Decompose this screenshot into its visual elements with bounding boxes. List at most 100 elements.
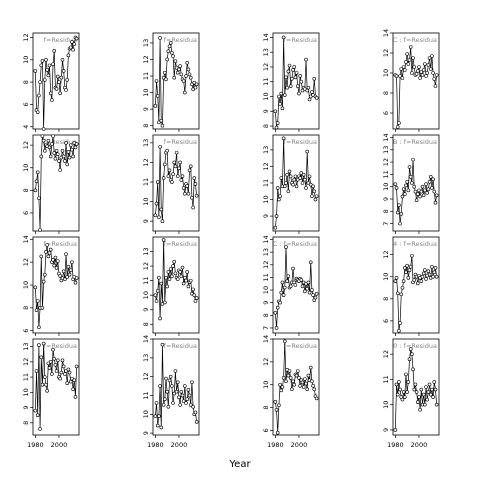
data-point (277, 94, 281, 99)
y-tick-label: 12 (142, 262, 150, 270)
data-point (167, 44, 172, 49)
data-point (282, 285, 287, 290)
data-point (275, 305, 280, 310)
data-point (399, 292, 404, 297)
data-point (432, 380, 437, 384)
data-point (293, 283, 298, 287)
data-point (406, 380, 411, 384)
y-tick-label: 13 (142, 39, 150, 47)
data-point (300, 380, 305, 385)
data-point (424, 74, 428, 78)
data-point (161, 238, 166, 242)
data-point (425, 191, 430, 195)
data-point (278, 102, 282, 106)
data-point (287, 169, 292, 174)
data-point (39, 63, 44, 68)
data-point (293, 174, 298, 179)
y-tick-label: 14 (22, 235, 30, 243)
y-tick-label: 9 (262, 109, 270, 113)
y-tick-label: 12 (382, 158, 390, 166)
data-point (432, 270, 437, 275)
data-point (161, 75, 166, 80)
data-point (275, 430, 280, 435)
data-point (33, 69, 38, 73)
data-point (42, 272, 47, 277)
data-point (167, 277, 172, 281)
data-point (410, 181, 414, 185)
y-tick-label: 10 (22, 164, 30, 172)
data-point (410, 253, 414, 258)
data-point (65, 78, 70, 82)
panel-label: f=Residua (164, 36, 197, 44)
data-point (418, 407, 422, 412)
data-point (399, 67, 404, 71)
data-point (38, 228, 42, 232)
data-point (273, 310, 278, 315)
data-point (74, 36, 79, 41)
data-point (158, 384, 162, 388)
data-point (51, 258, 55, 262)
data-point (194, 82, 199, 87)
data-point (193, 182, 198, 186)
data-point (170, 51, 174, 55)
data-point (394, 276, 399, 280)
data-point (427, 179, 432, 184)
data-point (433, 266, 438, 270)
data-point (157, 215, 161, 220)
y-tick-label: 11 (382, 375, 390, 383)
panel-10: 8 9 10 11 12 13 f=Residua (142, 236, 200, 336)
y-tick-label: 13 (22, 342, 30, 350)
panel-label: C : f=Residua (273, 240, 317, 248)
y-tick-label: 7 (262, 326, 270, 330)
panel-12: 6 8 10 124 : f=Residua (382, 236, 440, 336)
data-point (286, 274, 291, 278)
data-point (280, 280, 285, 285)
y-tick-label: 9 (262, 214, 270, 218)
data-point (180, 393, 185, 398)
data-point (430, 186, 434, 190)
data-point (71, 154, 75, 159)
data-point (407, 268, 412, 272)
y-tick-label: 13 (142, 247, 150, 255)
y-tick-label: 10 (262, 92, 270, 100)
data-point (430, 54, 434, 58)
data-point (273, 109, 278, 114)
data-point (407, 165, 412, 169)
data-point (277, 197, 281, 202)
data-point (402, 395, 407, 399)
data-point (407, 58, 412, 62)
data-point (310, 194, 314, 199)
y-tick-label: 13 (142, 139, 150, 147)
data-point (417, 395, 421, 399)
data-point (402, 192, 407, 196)
data-point (52, 151, 57, 155)
data-point (185, 60, 190, 65)
data-point (306, 181, 311, 185)
data-point (397, 121, 401, 125)
data-point (35, 299, 40, 303)
panel-frame (152, 134, 200, 232)
data-point (423, 188, 427, 193)
data-point (398, 74, 402, 78)
series-line (155, 37, 197, 126)
x-tick-label: 1980 (27, 441, 44, 449)
data-point (408, 175, 413, 179)
data-point (50, 142, 54, 146)
data-point (66, 367, 71, 372)
data-point (419, 189, 424, 194)
data-point (72, 42, 77, 46)
data-point (415, 281, 420, 286)
data-point (414, 72, 419, 76)
y-tick-label: 6 (262, 428, 270, 432)
panel-frame (32, 236, 80, 334)
y-tick-label: 10 (382, 183, 390, 191)
data-point (286, 189, 291, 194)
data-point (166, 404, 171, 409)
data-point (425, 397, 430, 402)
y-tick-label: 10 (142, 291, 150, 299)
data-point (414, 198, 419, 203)
data-point (279, 388, 284, 393)
panel-label: f=Residua (284, 342, 317, 350)
data-point (307, 174, 312, 179)
data-point (153, 104, 158, 108)
